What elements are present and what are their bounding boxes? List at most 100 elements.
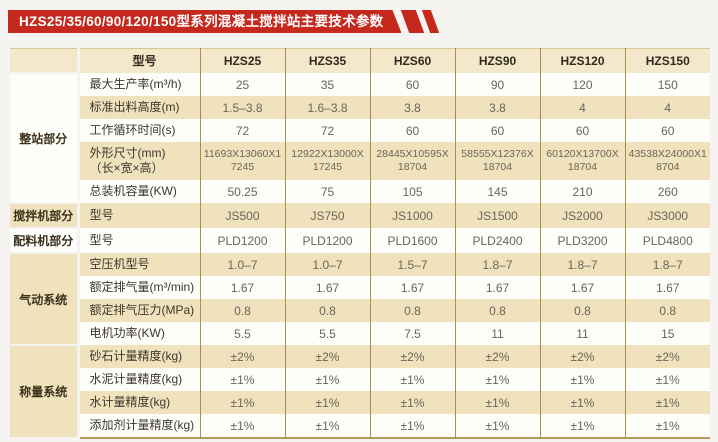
value-cell: ±1% — [369, 391, 455, 414]
value-cell: 1.67 — [454, 276, 540, 299]
value-cell: 60 — [624, 119, 710, 142]
row-label-text-line2: （长×宽×高） — [89, 161, 164, 175]
value-cell: 11693X13060X17245 — [199, 142, 285, 180]
value-cell: 1.5–7 — [369, 253, 455, 276]
group-cell: 搅拌机部分 — [10, 203, 80, 229]
value-cell: 1.67 — [369, 276, 455, 299]
col-header-hzs90: HZS90 — [454, 48, 540, 73]
value-cell: 7.5 — [369, 322, 455, 345]
row-label: 空压机型号 — [78, 253, 200, 276]
value-cell: ±1% — [199, 391, 285, 414]
col-header-hzs35: HZS35 — [284, 48, 370, 73]
value-cell: PLD4800 — [624, 228, 710, 253]
row-label-text: 标准出料高度(m) — [89, 100, 180, 114]
value-cell: ±1% — [539, 391, 625, 414]
value-cell: JS500 — [199, 203, 285, 228]
value-cell: 60120X13700X18704 — [539, 142, 625, 180]
value-cell: 210 — [539, 180, 625, 203]
row-label-text: 水泥计量精度(kg) — [89, 372, 183, 386]
col-header-hzs60: HZS60 — [369, 48, 455, 73]
value-cell: 90 — [454, 73, 540, 96]
value-cell: 11 — [539, 322, 625, 345]
row-label-text: 型号 — [89, 233, 114, 247]
value-cell: 35 — [284, 73, 370, 96]
page-title: HZS25/35/60/90/120/150型系列混凝土搅拌站主要技术参数 — [8, 10, 401, 33]
value-cell: 25 — [199, 73, 285, 96]
row-label-text: 电机功率(KW) — [89, 326, 165, 340]
value-cell: 60 — [454, 119, 540, 142]
row-label-text: 额定排气压力(MPa) — [89, 303, 195, 317]
value-cell: JS1500 — [454, 203, 540, 228]
value-cell: 60 — [369, 119, 455, 142]
group-cell: 气动系统 — [10, 253, 80, 346]
value-cell: 1.67 — [284, 276, 370, 299]
value-cell: PLD1600 — [369, 228, 455, 253]
value-cell: 12922X13000X17245 — [284, 142, 370, 180]
value-cell: 0.8 — [454, 299, 540, 322]
value-cell: 150 — [624, 73, 710, 96]
value-cell: PLD3200 — [539, 228, 625, 253]
value-cell: ±1% — [369, 414, 455, 438]
specs-table: 型号 HZS25 HZS35 HZS60 HZS90 HZS120 HZS150 整站部分 最大… — [10, 48, 710, 439]
table-corner-cell — [10, 48, 80, 74]
value-cell: 1.67 — [199, 276, 285, 299]
value-cell: ±1% — [454, 368, 540, 391]
value-cell: 145 — [454, 180, 540, 203]
value-cell: JS750 — [284, 203, 370, 228]
row-label-text: 空压机型号 — [89, 257, 150, 271]
value-cell: PLD1200 — [284, 228, 370, 253]
value-cell: 3.8 — [454, 96, 540, 119]
value-cell: 4 — [539, 96, 625, 119]
row-label: 额定排气压力(MPa) — [78, 299, 200, 322]
value-cell: 105 — [369, 180, 455, 203]
row-label: 最大生产率(m³/h) — [78, 73, 200, 96]
value-cell: ±1% — [284, 368, 370, 391]
value-cell: 0.8 — [369, 299, 455, 322]
value-cell: 11 — [454, 322, 540, 345]
value-cell: ±2% — [369, 345, 455, 368]
value-cell: ±1% — [624, 368, 710, 391]
row-label: 添加剂计量精度(kg) — [78, 414, 200, 438]
value-cell: ±1% — [454, 414, 540, 438]
banner-stripe-icon — [401, 10, 425, 33]
row-label-text: 总装机容量(KW) — [89, 184, 177, 198]
row-label-text: 添加剂计量精度(kg) — [89, 418, 195, 432]
value-cell: ±1% — [369, 368, 455, 391]
value-cell: 4 — [624, 96, 710, 119]
value-cell: ±2% — [539, 345, 625, 368]
value-cell: 28445X10595X18704 — [369, 142, 455, 180]
col-header-model: 型号 — [78, 48, 200, 73]
value-cell: 0.8 — [624, 299, 710, 322]
value-cell: 1.5–3.8 — [199, 96, 285, 119]
value-cell: 15 — [624, 322, 710, 345]
value-cell: ±1% — [454, 391, 540, 414]
row-label: 型号 — [78, 228, 200, 253]
row-label: 工作循环时间(s) — [78, 119, 200, 142]
group-cell: 整站部分 — [10, 73, 80, 204]
value-cell: PLD2400 — [454, 228, 540, 253]
row-label-text: 水计量精度(kg) — [89, 395, 171, 409]
value-cell: 260 — [624, 180, 710, 203]
value-cell: ±2% — [624, 345, 710, 368]
value-cell: ±2% — [454, 345, 540, 368]
value-cell: 50.25 — [199, 180, 285, 203]
value-cell: ±2% — [284, 345, 370, 368]
banner-stripe-icon — [422, 10, 440, 33]
value-cell: ±1% — [284, 391, 370, 414]
value-cell: 5.5 — [199, 322, 285, 345]
value-cell: 0.8 — [284, 299, 370, 322]
value-cell: 3.8 — [369, 96, 455, 119]
value-cell: ±2% — [199, 345, 285, 368]
value-cell: 1.6–3.8 — [284, 96, 370, 119]
value-cell: ±1% — [284, 414, 370, 438]
row-label: 电机功率(KW) — [78, 322, 200, 345]
group-cell: 配料机部分 — [10, 228, 80, 254]
row-label: 水泥计量精度(kg) — [78, 368, 200, 391]
row-label: 砂石计量精度(kg) — [78, 345, 200, 368]
value-cell: 0.8 — [199, 299, 285, 322]
value-cell: 1.0–7 — [199, 253, 285, 276]
value-cell: 1.67 — [539, 276, 625, 299]
value-cell: 120 — [539, 73, 625, 96]
row-label-text: 额定排气量(m³/min) — [89, 280, 195, 294]
value-cell: 0.8 — [539, 299, 625, 322]
